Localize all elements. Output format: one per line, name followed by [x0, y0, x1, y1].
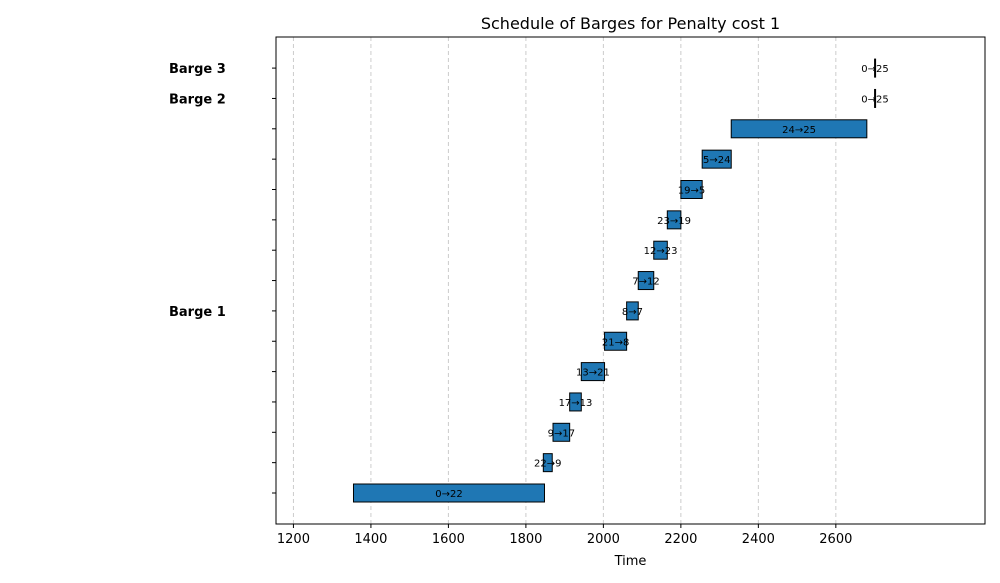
gantt-bar [352, 483, 545, 503]
gantt-bar [580, 362, 606, 382]
bar-label: 21→8 [602, 337, 629, 348]
bar-label: 0→25 [861, 64, 888, 75]
gantt-bar [569, 392, 582, 412]
bar-label: 17→13 [559, 398, 593, 409]
bar-label: 19→5 [678, 186, 705, 197]
x-tick-label: 1800 [509, 532, 542, 547]
x-tick-label: 2200 [664, 532, 697, 547]
bar-label: 22→9 [534, 459, 561, 470]
gantt-bar [874, 58, 877, 78]
plot-frame [275, 36, 986, 525]
x-axis-label: Time [614, 554, 647, 569]
gantt-bar [552, 422, 571, 442]
bar-label: 13→21 [576, 368, 610, 379]
gantt-bar [666, 210, 682, 230]
x-tick-label: 1600 [432, 532, 465, 547]
x-tick-label: 2600 [819, 532, 852, 547]
gantt-bar [680, 180, 703, 199]
bars-group: 0→22 22→9 9→17 17→13 13→21 21→8 8→7 7→12 12→23 23… [352, 58, 889, 503]
barge-label: Barge 1 [169, 305, 226, 320]
gantt-bar [626, 301, 639, 321]
bar-label: 8→7 [622, 307, 643, 318]
bar-label: 5→24 [703, 155, 730, 166]
x-tick-label: 2400 [742, 532, 775, 547]
barge-label: Barge 2 [169, 92, 226, 107]
barge-label: Barge 3 [169, 62, 226, 77]
bar-label: 9→17 [548, 428, 575, 439]
chart-title: Schedule of Barges for Penalty cost 1 [481, 14, 780, 33]
gantt-bar [701, 149, 732, 169]
x-tick-label: 2000 [587, 532, 620, 547]
bar-label: 7→12 [632, 277, 659, 288]
x-tick-label: 1400 [354, 532, 387, 547]
barge-labels: Barge 3 Barge 2 Barge 1 [169, 62, 226, 320]
bar-label: 0→25 [861, 94, 888, 105]
x-axis-ticks: 1200 1400 1600 1800 2000 2200 2400 2600 [277, 524, 852, 547]
gantt-bar [653, 240, 668, 260]
x-tick-label: 1200 [277, 532, 310, 547]
gantt-bar [637, 271, 655, 291]
grid-lines [292, 37, 837, 524]
gantt-bar [730, 119, 868, 139]
y-axis-ticks [272, 67, 276, 494]
bar-label: 12→23 [644, 246, 678, 257]
gantt-bar [542, 453, 553, 473]
bar-label: 0→22 [435, 489, 462, 500]
bar-label: 23→19 [657, 216, 691, 227]
gantt-bar [604, 331, 628, 351]
bar-label: 24→25 [782, 125, 816, 136]
gantt-bar [874, 88, 877, 108]
